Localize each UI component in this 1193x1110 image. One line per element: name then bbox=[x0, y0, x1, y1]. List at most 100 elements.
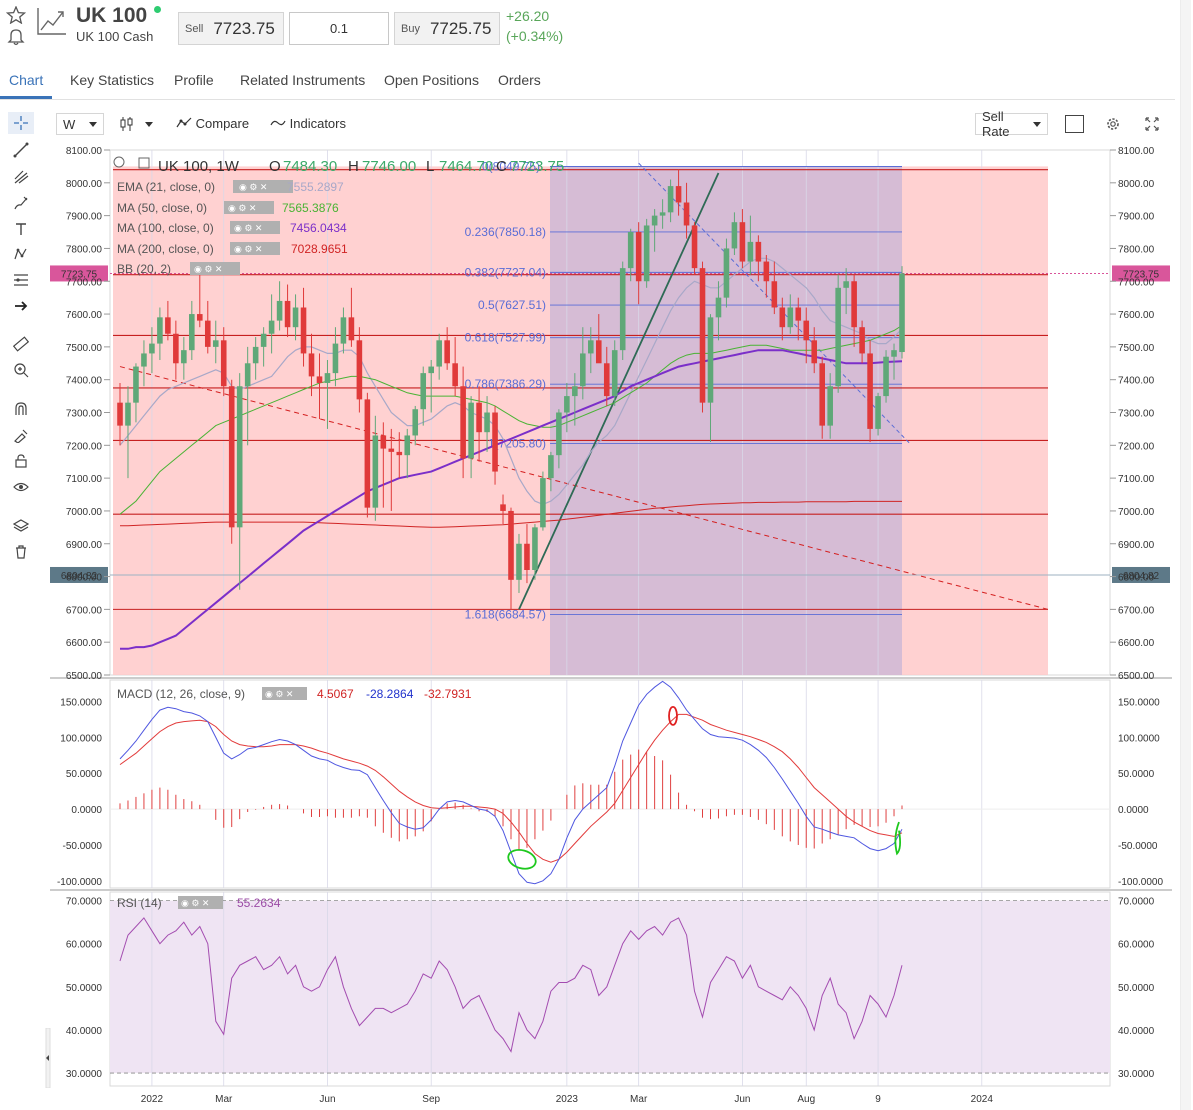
x-tick-label: 9 bbox=[875, 1094, 881, 1105]
price-axis-left-label: 8000.00 bbox=[66, 179, 103, 190]
candle-body bbox=[875, 396, 881, 429]
change-points: +26.20 bbox=[506, 8, 550, 24]
lock-tool[interactable] bbox=[8, 450, 34, 472]
legend-high: 7746.00 bbox=[362, 158, 416, 175]
candle-body bbox=[580, 353, 586, 387]
visibility-tool[interactable] bbox=[8, 476, 34, 498]
legend-ma200-controls[interactable]: ◉ ⚙ ✕ bbox=[230, 242, 280, 255]
tab-open-positions[interactable]: Open Positions bbox=[384, 72, 479, 88]
macd-controls[interactable]: ◉ ⚙ ✕ bbox=[262, 687, 307, 700]
price-axis-left-label: 7300.00 bbox=[66, 409, 103, 420]
candle-body bbox=[635, 232, 642, 282]
price-axis-right-label: 7500.00 bbox=[1118, 343, 1155, 354]
arrow-tool[interactable] bbox=[8, 295, 34, 317]
trend-line-tool[interactable] bbox=[8, 139, 34, 161]
buy-button[interactable]: Buy 7725.75 bbox=[394, 12, 500, 45]
text-tool[interactable] bbox=[8, 218, 34, 240]
candle-body bbox=[572, 386, 578, 397]
sell-button[interactable]: Sell 7723.75 bbox=[178, 12, 284, 45]
delete-drawings-tool[interactable] bbox=[8, 541, 34, 563]
crosshair-tool[interactable] bbox=[8, 112, 34, 134]
candle-body bbox=[771, 281, 778, 308]
interval-select[interactable]: W bbox=[56, 113, 104, 135]
indicators-button[interactable]: Indicators bbox=[270, 116, 346, 131]
price-axis-left-label: 7900.00 bbox=[66, 212, 103, 223]
zoom-in-tool[interactable] bbox=[8, 359, 34, 381]
page-scrollbar[interactable] bbox=[1180, 0, 1191, 1110]
star-icon[interactable] bbox=[6, 6, 26, 24]
magnet-tool[interactable] bbox=[8, 398, 34, 420]
legend-ma200-label: MA (200, close, 0) bbox=[117, 242, 214, 256]
candle-body bbox=[699, 268, 706, 403]
instrument-subtitle: UK 100 Cash bbox=[76, 29, 154, 44]
price-axis-right-label: 7300.00 bbox=[1118, 409, 1155, 420]
pitchfork-icon bbox=[14, 170, 29, 184]
brush-tool[interactable] bbox=[8, 192, 34, 214]
candle-body bbox=[412, 409, 419, 436]
fib-level-label: 0.382(7727.04) bbox=[465, 265, 546, 279]
candle-body bbox=[811, 340, 818, 364]
x-tick-label: 2024 bbox=[971, 1094, 994, 1105]
chevron-down-icon bbox=[1033, 121, 1041, 127]
ruler-tool[interactable] bbox=[8, 333, 34, 355]
macd-axis-left-label: -50.0000 bbox=[63, 841, 103, 852]
candle-body bbox=[859, 327, 865, 354]
lock-drawing-tool[interactable] bbox=[8, 424, 34, 446]
legend-close: 7723.75 bbox=[510, 158, 564, 175]
price-axis-right-label: 6800.00 bbox=[1118, 573, 1155, 584]
candle-body bbox=[181, 350, 187, 364]
layers-tool[interactable] bbox=[8, 515, 34, 537]
rsi-axis-left-label: 30.0000 bbox=[66, 1069, 103, 1080]
price-type-select[interactable]: Sell Rate bbox=[975, 109, 1048, 139]
price-type-value: Sell Rate bbox=[982, 109, 1010, 139]
rsi-controls[interactable]: ◉ ⚙ ✕ bbox=[178, 896, 223, 909]
candle-body bbox=[843, 281, 849, 288]
expand-icon[interactable] bbox=[1145, 117, 1159, 131]
tab-key-statistics[interactable]: Key Statistics bbox=[70, 72, 155, 88]
candle-body bbox=[284, 300, 291, 328]
tab-related-instruments[interactable]: Related Instruments bbox=[240, 72, 366, 88]
legend-ma50-controls[interactable]: ◉ ⚙ ✕ bbox=[224, 201, 274, 214]
macd-axis-left-label: 100.0000 bbox=[60, 733, 102, 744]
pattern-tool[interactable] bbox=[8, 243, 34, 265]
svg-text:◉ ⚙ ✕: ◉ ⚙ ✕ bbox=[234, 223, 262, 233]
tab-orders[interactable]: Orders bbox=[498, 72, 541, 88]
price-axis-left-label: 8100.00 bbox=[66, 146, 103, 157]
pitchfork-tool[interactable] bbox=[8, 166, 34, 188]
chart-type-select[interactable] bbox=[113, 113, 161, 135]
price-axis-left-label: 7200.00 bbox=[66, 441, 103, 452]
rsi-axis-right-label: 70.0000 bbox=[1118, 897, 1155, 908]
crosshair-price-left: 6804.82 bbox=[61, 571, 98, 582]
macd-line-value: -28.2864 bbox=[366, 687, 414, 701]
collapse-panel-icon[interactable] bbox=[44, 1028, 52, 1088]
tab-profile[interactable]: Profile bbox=[174, 72, 214, 88]
price-axis-right-label: 7600.00 bbox=[1118, 310, 1155, 321]
alert-bell-icon[interactable] bbox=[6, 26, 26, 46]
legend-ema-controls[interactable]: ◉ ⚙ ✕ bbox=[233, 180, 293, 193]
price-axis-left-label: 7700.00 bbox=[66, 277, 103, 288]
sell-label: Sell bbox=[185, 22, 204, 35]
candle-body bbox=[133, 366, 139, 403]
macd-label: MACD (12, 26, close, 9) bbox=[117, 687, 245, 701]
legend-ma100-controls[interactable]: ◉ ⚙ ✕ bbox=[230, 221, 280, 234]
legend-visibility-icon[interactable] bbox=[113, 156, 125, 168]
current-price-tag-right bbox=[1112, 265, 1170, 282]
price-axis-left-label: 6700.00 bbox=[66, 605, 103, 616]
legend-bb-controls[interactable]: ◉ ⚙ ✕ bbox=[190, 262, 240, 275]
price-axis-left-label: 6800.00 bbox=[66, 573, 103, 584]
compare-button[interactable]: Compare bbox=[176, 116, 249, 131]
fib-tool[interactable] bbox=[8, 269, 34, 291]
chevron-down-icon bbox=[89, 121, 98, 127]
candle-body bbox=[603, 363, 610, 397]
ma50-line bbox=[119, 325, 903, 515]
compare-label: Compare bbox=[195, 116, 250, 131]
quantity-input[interactable]: 0.1 bbox=[289, 12, 389, 45]
candle-body bbox=[380, 435, 387, 449]
rsi-axis-left-label: 50.0000 bbox=[66, 983, 103, 994]
candle-body bbox=[835, 287, 841, 387]
fullscreen-toggle[interactable] bbox=[1065, 115, 1084, 133]
settings-gear-icon[interactable] bbox=[1105, 116, 1121, 132]
price-chart[interactable]: 0(8049.75) 0.236(7850.18) 0.382(7727.04) 0.… bbox=[50, 140, 1172, 1110]
tab-chart[interactable]: Chart bbox=[9, 72, 44, 88]
candle-body bbox=[173, 333, 179, 364]
